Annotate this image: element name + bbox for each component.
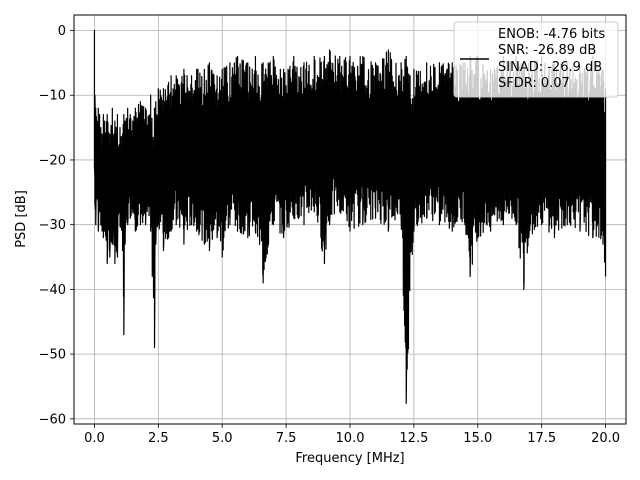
- x-tick-label: 10.0: [336, 431, 365, 446]
- x-tick-label: 2.5: [148, 431, 169, 446]
- legend-box: [453, 21, 619, 98]
- x-tick-label: 20.0: [591, 431, 620, 446]
- y-tick-label: −10: [39, 89, 66, 104]
- x-tick-label: 0.0: [84, 431, 105, 446]
- psd-trace: [93, 29, 607, 404]
- y-tick-label: −40: [39, 283, 66, 298]
- x-tick-label: 17.5: [527, 431, 556, 446]
- y-tick-label: −30: [39, 218, 66, 233]
- legend-line-enob: ENOB: -4.76 bits: [498, 27, 605, 42]
- legend-line-sfdr: SFDR: 0.07: [498, 76, 570, 91]
- legend-line-snr: SNR: -26.89 dB: [498, 43, 596, 58]
- y-tick-label: −60: [39, 412, 66, 427]
- x-tick-label: 15.0: [463, 431, 492, 446]
- psd-series: [93, 29, 607, 404]
- x-tick-label: 5.0: [212, 431, 233, 446]
- x-tick-label: 7.5: [276, 431, 297, 446]
- y-tick-label: −20: [39, 153, 66, 168]
- x-axis-label: Frequency [MHz]: [295, 451, 404, 466]
- y-tick-label: −50: [39, 348, 66, 363]
- legend-line-sinad: SINAD: -26.9 dB: [498, 60, 602, 75]
- y-ticks: 0 −10 −20 −30 −40 −50 −60: [39, 24, 74, 427]
- y-axis-label: PSD [dB]: [14, 190, 29, 248]
- x-ticks: 0.0 2.5 5.0 7.5 10.0 12.5 15.0 17.5 20.0: [84, 424, 620, 446]
- x-tick-label: 12.5: [399, 431, 428, 446]
- y-tick-label: 0: [58, 24, 66, 39]
- legend: ENOB: -4.76 bits SNR: -26.89 dB SINAD: -…: [453, 21, 619, 98]
